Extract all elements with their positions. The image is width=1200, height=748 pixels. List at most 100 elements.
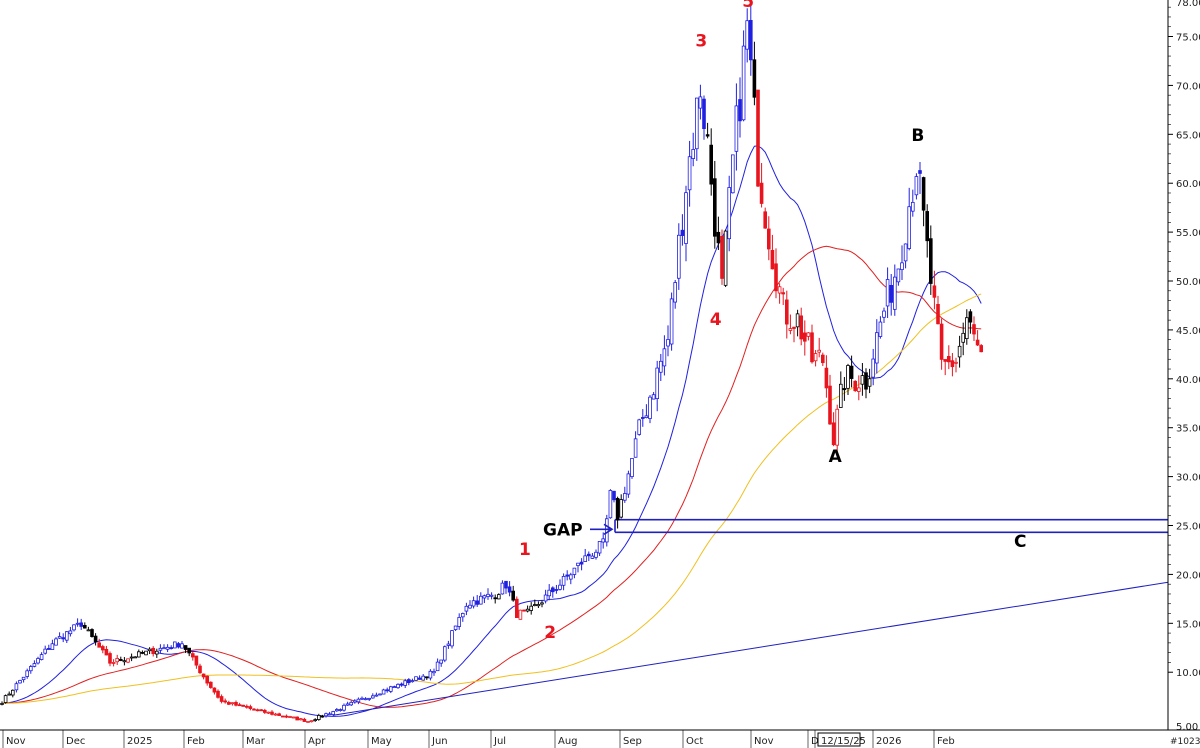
candle-body [194,655,199,666]
candle [918,161,922,194]
candle [176,642,181,649]
wave-label-4: 4 [710,310,722,330]
candle [792,326,796,343]
candle [464,602,469,616]
candle [763,207,767,229]
candle [403,678,407,689]
candle-body [597,541,602,554]
candle-body [572,567,577,575]
candle-body [813,353,818,362]
candle [882,307,886,324]
candle [378,693,382,696]
candle [493,594,497,604]
candle [277,712,281,716]
candle-body [885,279,890,307]
candle [965,309,969,345]
candle-body [428,670,433,679]
candle [500,580,505,595]
candle [133,656,138,659]
candle-body [86,629,91,632]
candle-body [453,625,458,630]
candle [579,558,584,571]
candle-body [468,604,472,609]
candle-body [0,703,4,705]
candle [352,699,357,704]
candle-body [695,97,699,150]
candle [975,330,980,346]
candle [601,532,605,549]
corner-id-label: #1023 [1170,737,1200,747]
candle-body [47,648,51,650]
candle-body [482,595,487,599]
candle-body [471,600,476,607]
candle [529,602,533,615]
candle-body [338,709,343,711]
candle-body [835,408,839,446]
candle [644,404,649,419]
candle-body [72,624,76,631]
candle-body [849,365,854,379]
candle [381,688,386,695]
candle-body [788,328,793,331]
candle-body [388,686,393,692]
candle [637,418,641,436]
candle [338,708,343,712]
candle [752,41,757,106]
candle-body [230,702,235,705]
candle-body [860,375,865,385]
x-tick-label: Jun [431,736,448,747]
candle-body [533,604,537,606]
candle [219,694,224,704]
candle-body [284,715,289,718]
candle [259,708,263,712]
candle [65,631,69,644]
candle [849,355,854,388]
candle [889,273,893,316]
candle [446,640,451,649]
candle [450,630,454,649]
candle-body [698,96,703,109]
candle-body [619,499,623,518]
candle [547,584,551,601]
candle-body [857,387,861,392]
x-tick-label: 2025 [127,736,152,747]
plot-background [0,0,1168,730]
candle-body [280,715,285,718]
candle [392,685,397,689]
candle-body [255,709,260,712]
candle-body [965,317,969,340]
candle-body [324,713,328,717]
candle [799,307,803,346]
candle [871,348,875,386]
candle [119,656,123,662]
y-tick-label: 25.00 [1176,522,1200,533]
candle-body [756,89,760,187]
candle-body [122,660,127,663]
y-tick-label: 10.00 [1176,668,1200,679]
candle [223,698,228,704]
candle-body [374,694,379,697]
candle-body [900,262,904,271]
candle-body [119,659,123,661]
candle-body [889,284,893,303]
candle [655,360,659,412]
candle-body [792,326,796,329]
candle [205,675,210,686]
wave-labels: 1 2 3 4 5 A B C GAP [519,0,1026,643]
candle [795,309,800,337]
candle [810,324,814,364]
candle [432,668,436,676]
candle-body [651,394,656,400]
candle [324,712,328,718]
candle [698,84,703,120]
candle-body [637,419,641,435]
candle [605,514,609,547]
candle-body [208,681,213,688]
candle [86,626,91,632]
candle-body [93,635,98,643]
candle-body [677,234,681,279]
candle-body [518,609,523,620]
candle-body [417,677,422,680]
candle [399,682,404,687]
